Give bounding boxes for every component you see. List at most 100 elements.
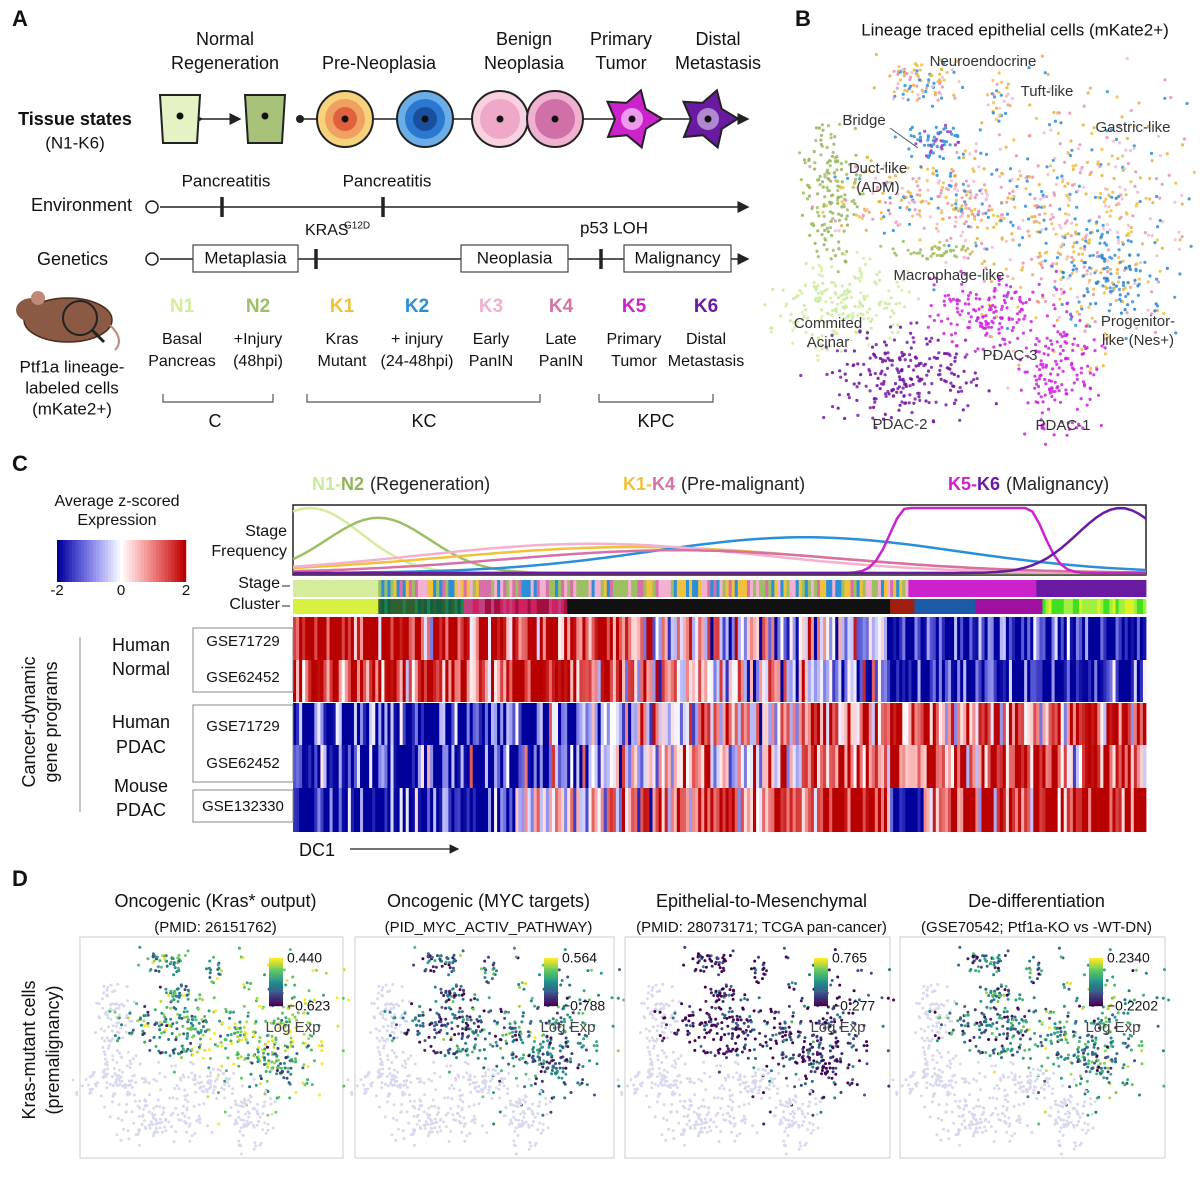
heatmap-cell <box>874 703 879 745</box>
cell-dot <box>1135 326 1139 330</box>
cell-dot <box>178 1013 182 1017</box>
cell-dot <box>191 1018 195 1022</box>
cell-dot <box>1079 366 1084 370</box>
cell-dot <box>949 299 953 303</box>
cell-dot <box>947 244 951 248</box>
heatmap-cell <box>640 703 644 745</box>
cell-dot <box>904 384 908 389</box>
heatmap-cell <box>905 617 909 660</box>
heatmap-cell <box>1075 660 1080 702</box>
heatmap-cell <box>859 660 864 702</box>
heatmap-cell <box>1118 788 1123 832</box>
stage-strip <box>978 580 982 597</box>
stage-strip <box>296 580 300 597</box>
cell-dot <box>883 392 888 396</box>
cell-dot <box>850 317 854 321</box>
heatmap-cell <box>1127 703 1132 745</box>
cluster-strip <box>353 599 358 614</box>
stage-strip <box>454 580 458 597</box>
cell-dot <box>853 304 857 308</box>
heatmap-cell <box>1033 660 1037 702</box>
cell-dot <box>918 193 922 197</box>
cell-dot <box>186 949 190 953</box>
cell-dot <box>111 1058 115 1062</box>
cell-dot <box>806 344 811 348</box>
heatmap-cell <box>414 703 419 745</box>
cell-dot <box>876 185 880 189</box>
colorbar-step <box>153 540 157 582</box>
cell-dot <box>115 1039 119 1043</box>
cell-dot <box>914 356 918 360</box>
cell-dot <box>825 168 830 172</box>
cell-dot <box>1154 302 1158 306</box>
cell-dot <box>1133 184 1137 188</box>
heatmap-cell <box>311 703 315 745</box>
cell-dot <box>840 205 844 209</box>
heatmap-cell <box>1078 703 1083 745</box>
cell-dot <box>827 189 831 193</box>
cell-dot <box>212 996 216 1000</box>
cell-dot <box>963 149 967 153</box>
cell-dot <box>908 384 912 388</box>
stage-desc: Distal <box>686 331 726 348</box>
heatmap-cell <box>320 745 324 788</box>
heatmap-cell <box>366 660 370 702</box>
stage-strip <box>1011 580 1016 597</box>
cell-dot <box>949 184 953 188</box>
heatmap-cell <box>698 660 702 702</box>
heatmap-cell <box>445 617 449 660</box>
cell-dot <box>908 353 912 357</box>
cell-dot <box>828 159 833 163</box>
heatmap-cell <box>957 745 961 788</box>
heatmap-cell <box>353 660 358 702</box>
cell-dot <box>1069 312 1073 316</box>
cell-dot <box>185 1010 189 1014</box>
heatmap-cell <box>576 703 580 745</box>
heatmap-cell <box>820 660 824 702</box>
cell-dot <box>1144 196 1148 200</box>
heatmap-cell <box>618 745 623 788</box>
cluster-strip <box>880 599 885 614</box>
cell-dot <box>264 1019 268 1023</box>
heatmap-cell <box>460 660 464 702</box>
cell-dot <box>831 248 835 252</box>
cell-dot <box>263 973 266 977</box>
cell-dot <box>206 1095 210 1099</box>
cluster-strip <box>966 599 970 614</box>
cell-dot <box>818 183 822 187</box>
heatmap-cell <box>792 617 797 660</box>
cell-dot <box>249 1072 253 1076</box>
cell-dot <box>960 211 965 215</box>
heatmap-cell <box>880 788 885 832</box>
cell-dot <box>839 167 844 172</box>
nucleus <box>421 115 429 123</box>
cell-dot <box>212 1088 216 1092</box>
heatmap-cell <box>597 617 602 660</box>
heatmap-cell <box>880 660 885 702</box>
cell-dot <box>1068 153 1073 158</box>
cell-dot <box>886 351 890 355</box>
heatmap-cell <box>740 703 745 745</box>
heatmap-cell <box>826 660 830 702</box>
state-label: Normal <box>196 29 254 49</box>
cluster-strip <box>518 599 522 614</box>
cell-dot <box>1138 269 1142 273</box>
heatmap-cell <box>725 617 730 660</box>
cell-dot <box>936 229 940 233</box>
stage-strip <box>1039 580 1043 597</box>
cell-dot <box>1082 294 1086 298</box>
cell-dot <box>1064 357 1068 361</box>
cell-dot <box>972 179 976 183</box>
cell-dot <box>1041 293 1045 297</box>
heatmap-cell <box>515 788 519 832</box>
heatmap-cell <box>317 617 321 660</box>
cell-dot <box>931 104 935 108</box>
cell-dot <box>884 181 888 185</box>
cell-dot <box>964 220 968 224</box>
cluster-strip <box>372 599 376 614</box>
cell-dot <box>807 185 811 189</box>
heatmap-cell <box>460 788 464 832</box>
cell-dot <box>861 192 865 196</box>
cell-dot <box>1081 380 1085 384</box>
cell-dot <box>939 208 944 212</box>
